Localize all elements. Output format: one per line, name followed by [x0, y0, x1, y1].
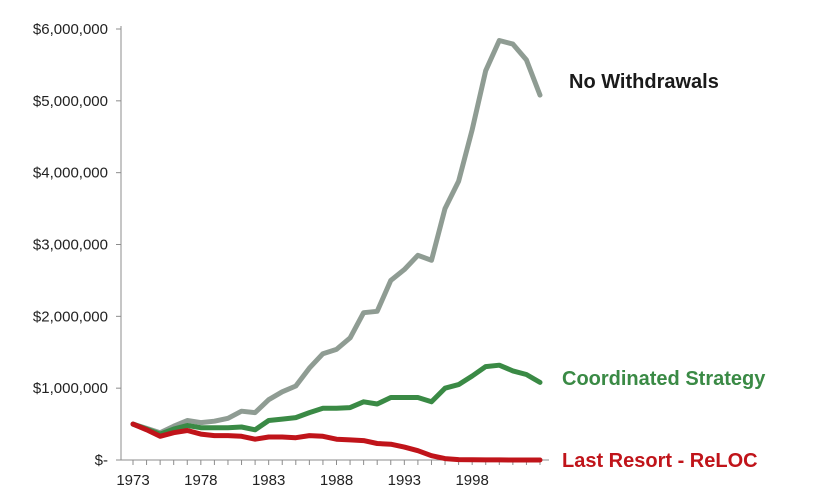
y-tick-label: $6,000,000 [33, 21, 108, 38]
y-tick-label: $- [95, 452, 108, 469]
x-tick-label: 1973 [116, 472, 149, 489]
label-last-resort-reloc: Last Resort - ReLOC [562, 450, 758, 472]
y-tick-label: $4,000,000 [33, 165, 108, 182]
x-tick-label: 1983 [252, 472, 285, 489]
series-line-last-resort-reloc [130, 421, 543, 463]
x-tick-label: 1993 [388, 472, 421, 489]
y-tick-label: $1,000,000 [33, 380, 108, 397]
label-coordinated-strategy: Coordinated Strategy [562, 368, 766, 390]
x-tick-label: 1998 [455, 472, 488, 489]
x-tick-label: 1988 [320, 472, 353, 489]
label-no-withdrawals: No Withdrawals [569, 71, 719, 93]
y-tick-label: $2,000,000 [33, 308, 108, 325]
series-line-no-withdrawals [130, 38, 543, 436]
y-tick-label: $3,000,000 [33, 237, 108, 254]
x-tick-label: 1978 [184, 472, 217, 489]
series-labels: No Withdrawals Coordinated Strategy Last… [562, 71, 766, 472]
y-tick-label: $5,000,000 [33, 93, 108, 110]
series-lines [130, 38, 543, 463]
series-line-coordinated-strategy [130, 362, 543, 437]
x-axis: 1973 1978 1983 1988 1993 1998 [116, 459, 549, 489]
y-axis: $- $1,000,000 $2,000,000 $3,000,000 $4,000,0… [33, 21, 122, 469]
